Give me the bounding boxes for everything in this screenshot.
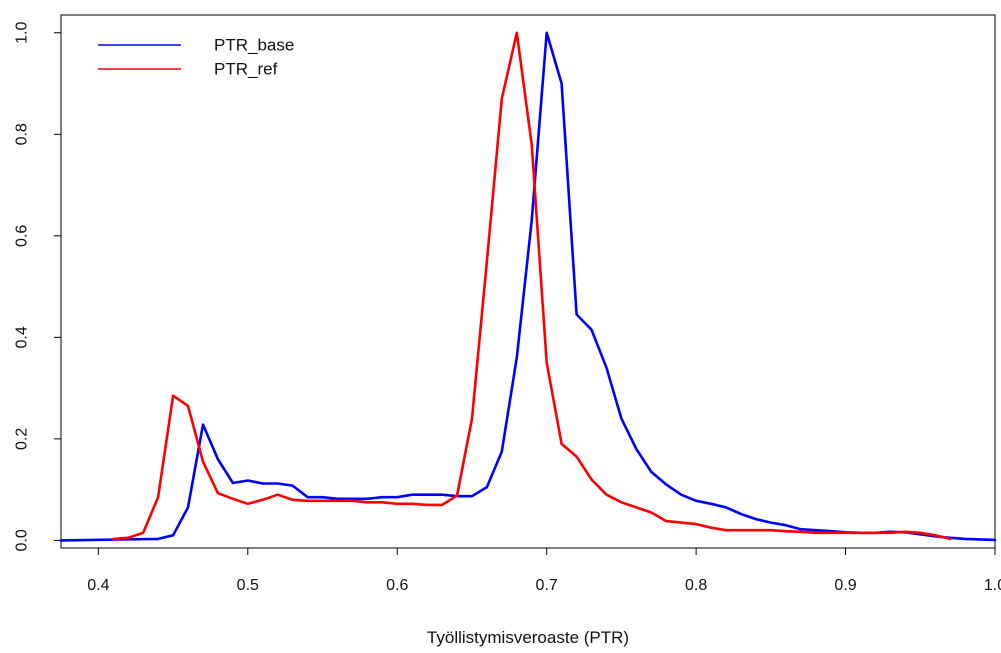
x-tick-label: 0.9	[834, 577, 856, 594]
legend-label: PTR_base	[214, 36, 294, 55]
x-tick-label: 0.5	[237, 577, 259, 594]
y-tick-label: 1.0	[14, 22, 31, 44]
y-tick-label: 0.2	[14, 428, 31, 450]
x-tick-label: 0.7	[536, 577, 558, 594]
x-axis: 0.4 0.5 0.6 0.7 0.8 0.9 1.0	[87, 548, 1001, 594]
x-tick-label: 0.8	[685, 577, 707, 594]
y-tick-label: 0.6	[14, 225, 31, 247]
y-tick-label: 0.4	[14, 326, 31, 348]
plot-border	[60, 14, 996, 549]
y-tick-label: 0.0	[14, 529, 31, 551]
legend: PTR_base PTR_ref	[98, 36, 294, 79]
x-tick-label: 0.4	[87, 577, 109, 594]
x-tick-label: 1.0	[984, 577, 1001, 594]
legend-label: PTR_ref	[214, 60, 278, 79]
x-axis-title: Työllistymisveroaste (PTR)	[427, 628, 629, 647]
x-tick-label: 0.6	[386, 577, 408, 594]
y-axis: 0.0 0.2 0.4 0.6 0.8 1.0	[14, 22, 61, 552]
series-line-ptr-ref	[112, 31, 952, 541]
plot-area	[60, 14, 996, 549]
y-tick-label: 0.8	[14, 123, 31, 145]
series-layer	[59, 31, 997, 542]
